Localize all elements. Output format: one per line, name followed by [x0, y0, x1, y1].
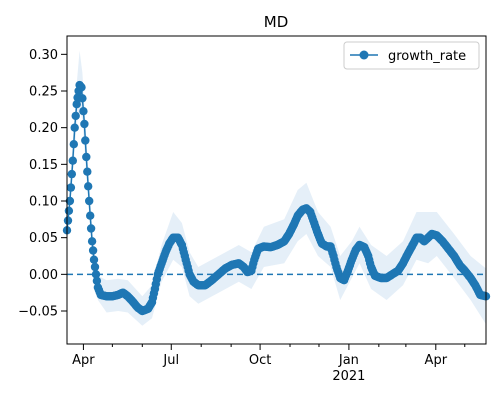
x-tick-label: Apr [425, 353, 448, 368]
series-point [86, 224, 96, 233]
x-tick-label: Apr [72, 353, 95, 368]
uncertainty-band [67, 50, 486, 326]
x-tick-label: Jan [338, 353, 359, 368]
series-point [86, 211, 95, 220]
series-point [89, 255, 99, 264]
series-point [92, 276, 102, 286]
series-point [87, 237, 97, 246]
y-tick-label: −0.05 [18, 305, 58, 320]
series-point [71, 111, 80, 121]
y-tick-label: 0.30 [29, 48, 58, 63]
x-tick-label: Oct [249, 353, 271, 368]
series-point [67, 169, 77, 179]
legend: growth_rate [343, 41, 480, 70]
series-layer [62, 80, 491, 316]
series-point [68, 156, 78, 165]
series-line-growth-rate [66, 83, 487, 312]
y-tick-label: 0.25 [29, 85, 58, 100]
series-point [69, 140, 79, 149]
series-point [82, 152, 91, 162]
series-point [81, 136, 90, 145]
series-point [64, 206, 74, 215]
y-tick-label: 0.15 [29, 158, 58, 173]
series-point [83, 167, 92, 176]
legend-label-growth-rate: growth_rate [388, 49, 466, 64]
series-point [63, 216, 73, 225]
legend-dot-marker [359, 50, 369, 60]
series-point [78, 94, 87, 103]
y-axis: 0.30 0.25 0.20 0.15 0.10 0.05 0.00 −0.05 [18, 48, 67, 320]
series-point [80, 119, 89, 129]
uncertainty-band-layer [67, 50, 486, 326]
series-point [79, 107, 88, 116]
x-tick-year-label: 2021 [332, 369, 365, 384]
y-tick-label: 0.20 [29, 121, 58, 136]
series-point [66, 183, 76, 192]
legend-box [343, 41, 480, 70]
series-point [91, 270, 101, 279]
series-point [70, 123, 79, 132]
y-tick-label: 0.00 [29, 268, 58, 283]
series-point [88, 246, 98, 255]
axes-frame [66, 35, 487, 345]
series-point [65, 196, 75, 206]
series-point [72, 100, 81, 109]
chart-title: MD [264, 13, 289, 31]
series-point [85, 196, 94, 206]
series-point [84, 182, 93, 191]
y-tick-label: 0.05 [29, 231, 58, 246]
series-point [77, 83, 86, 92]
x-tick-label: Jul [162, 353, 179, 368]
y-tick-label: 0.10 [29, 195, 58, 210]
series-point [90, 262, 100, 272]
